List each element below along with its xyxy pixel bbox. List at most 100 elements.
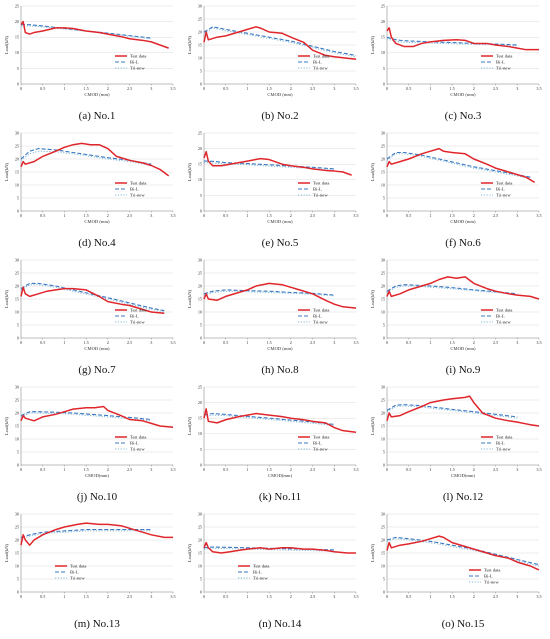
x-tick-label: 1.5 — [450, 213, 455, 218]
x-tick-label: 3 — [516, 594, 518, 599]
x-axis-label: CMOD (mm) — [84, 219, 110, 224]
x-axis-label: CMOD (mm) — [450, 346, 476, 351]
chart-svg: 0 5 10 15 20 25 30 0 0.5 1 1.5 2 2.5 3 3.5 CMOD(mm) Load… — [370, 384, 542, 503]
series-line-solid — [386, 395, 540, 427]
y-tick-label: 5 — [17, 576, 19, 581]
x-axis-label: CMOD(mm) — [85, 473, 109, 478]
x-tick-label: 2.5 — [127, 340, 132, 345]
x-axis-label: CMOD (mm) — [84, 92, 110, 97]
y-tick-label: 25 — [198, 270, 202, 275]
chart-svg: 0 5 10 15 20 25 0 0.5 1 1.5 2 2.5 3 3.5 CMOD(mm) Load(k… — [187, 384, 359, 503]
x-tick-label: 0 — [20, 594, 22, 599]
y-axis-label: Load(kN) — [4, 162, 9, 181]
series-line-dashed — [20, 148, 152, 165]
x-tick-label: 2.5 — [310, 467, 315, 472]
y-tick-label: 25 — [15, 397, 19, 402]
x-tick-label: 3 — [150, 340, 152, 345]
x-tick-label: 3.5 — [536, 594, 541, 599]
x-tick-label: 1.5 — [267, 594, 272, 599]
chart-svg: 0 5 10 15 20 25 30 0 0.5 1 1.5 2 2.5 3 3.5 CMOD (mm) Loa… — [4, 130, 176, 249]
x-tick-label: 1.5 — [84, 213, 89, 218]
y-tick-label: 25 — [198, 384, 202, 389]
legend-entry: Bi-L — [313, 441, 322, 446]
y-tick-label: 10 — [381, 436, 385, 441]
x-tick-label: 1.5 — [450, 340, 455, 345]
chart-panel-13: 0 5 10 15 20 25 30 0 0.5 1 1.5 2 2.5 3 3.5 Load(kN) Test… — [0, 508, 183, 635]
y-axis-label: Load(kN) — [187, 543, 192, 562]
y-tick-label: 10 — [198, 309, 202, 314]
x-tick-label: 3 — [516, 86, 518, 91]
panel-caption: (l) No.12 — [443, 491, 483, 503]
y-tick-label: 5 — [17, 195, 19, 200]
y-tick-label: 10 — [15, 50, 19, 55]
x-tick-label: 1 — [246, 213, 248, 218]
x-tick-label: 0.5 — [40, 467, 45, 472]
chart-svg: 0 5 10 15 20 25 30 0 0.5 1 1.5 2 2.5 3 3.5 CMOD (mm) Loa… — [187, 257, 359, 376]
x-tick-label: 3.5 — [170, 467, 175, 472]
panel-caption: (i) No.9 — [446, 364, 481, 376]
x-tick-label: 2 — [107, 594, 109, 599]
x-tick-label: 2 — [107, 467, 109, 472]
x-tick-label: 1 — [429, 86, 431, 91]
x-tick-label: 2 — [473, 467, 475, 472]
x-tick-label: 1.5 — [267, 467, 272, 472]
x-tick-label: 0 — [386, 467, 388, 472]
y-tick-label: 20 — [15, 283, 19, 288]
y-tick-label: 0 — [200, 81, 202, 86]
chart-panel-14: 0 5 10 15 20 25 30 0 0.5 1 1.5 2 2.5 3 3.5 Load(kN) Test… — [183, 508, 366, 635]
y-tick-label: 5 — [383, 66, 385, 71]
x-tick-label: 3.5 — [170, 594, 175, 599]
legend-entry: Bi-L — [484, 574, 493, 579]
y-tick-label: 20 — [15, 19, 19, 24]
chart-svg: 0 5 10 15 20 25 30 0 0.5 1 1.5 2 2.5 3 3.5 CMOD (mm) Loa… — [4, 257, 176, 376]
series-line-dashed — [20, 529, 152, 538]
chart-panel-8: 0 5 10 15 20 25 30 0 0.5 1 1.5 2 2.5 3 3.5 CMOD (mm) Loa… — [183, 254, 366, 381]
legend-entry: Test data — [70, 564, 86, 569]
y-tick-label: 30 — [381, 130, 385, 135]
y-tick-label: 5 — [200, 322, 202, 327]
chart-panel-3: 0 5 10 15 20 25 0 0.5 1 1.5 2 2.5 3 3.5 CMOD (mm) Load(… — [366, 0, 549, 127]
x-tick-label: 2.5 — [493, 86, 498, 91]
x-tick-label: 3 — [333, 467, 335, 472]
series-line-solid — [20, 286, 165, 315]
x-tick-label: 1 — [63, 594, 65, 599]
y-tick-label: 5 — [383, 195, 385, 200]
x-tick-label: 3.5 — [536, 340, 541, 345]
x-tick-label: 3 — [150, 86, 152, 91]
legend-entry: Tri-new — [130, 66, 145, 71]
y-tick-label: 15 — [198, 162, 202, 167]
series-line-dotted — [203, 290, 335, 297]
chart-svg: 0 5 10 15 20 25 30 0 0.5 1 1.5 2 2.5 3 3.5 CMOD (mm) Loa… — [187, 3, 359, 122]
x-tick-label: 0 — [20, 340, 22, 345]
legend-entry: Test data — [496, 308, 512, 313]
x-tick-label: 1.5 — [84, 340, 89, 345]
y-tick-label: 0 — [383, 335, 385, 340]
series-line-solid — [386, 276, 540, 300]
y-axis-label: Load(kN) — [187, 35, 192, 54]
x-tick-label: 2.5 — [127, 213, 132, 218]
series-line-solid — [203, 408, 357, 433]
chart-panel-10: 0 5 10 15 20 25 30 0 0.5 1 1.5 2 2.5 3 3.5 CMOD(mm) Load… — [0, 381, 183, 508]
y-tick-label: 0 — [200, 208, 202, 213]
chart-panel-1: 0 5 10 15 20 25 0 0.5 1 1.5 2 2.5 3 3.5 CMOD (mm) Load(… — [0, 0, 183, 127]
x-tick-label: 0.5 — [406, 213, 411, 218]
y-tick-label: 20 — [381, 537, 385, 542]
x-tick-label: 0.5 — [223, 340, 228, 345]
y-axis-label: Load(kN) — [370, 289, 375, 308]
y-tick-label: 0 — [200, 462, 202, 467]
chart-svg: 0 5 10 15 20 25 0 0.5 1 1.5 2 2.5 3 3.5 CMOD (mm) Load(… — [4, 3, 176, 122]
chart-panel-6: 0 5 10 15 20 25 30 0 0.5 1 1.5 2 2.5 3 3.5 CMOD (mm) Loa… — [366, 127, 549, 254]
chart-panel-7: 0 5 10 15 20 25 30 0 0.5 1 1.5 2 2.5 3 3.5 CMOD (mm) Loa… — [0, 254, 183, 381]
y-tick-label: 20 — [15, 537, 19, 542]
x-tick-label: 1.5 — [84, 467, 89, 472]
legend-entry: Tri-new — [253, 576, 268, 581]
x-tick-label: 0 — [386, 340, 388, 345]
y-tick-label: 25 — [198, 524, 202, 529]
x-tick-label: 0.5 — [223, 86, 228, 91]
series-line-dotted — [386, 38, 518, 47]
legend-entry: Test data — [253, 564, 269, 569]
y-axis-label: Load(kN) — [370, 543, 375, 562]
chart-panel-4: 0 5 10 15 20 25 30 0 0.5 1 1.5 2 2.5 3 3.5 CMOD (mm) Loa… — [0, 127, 183, 254]
